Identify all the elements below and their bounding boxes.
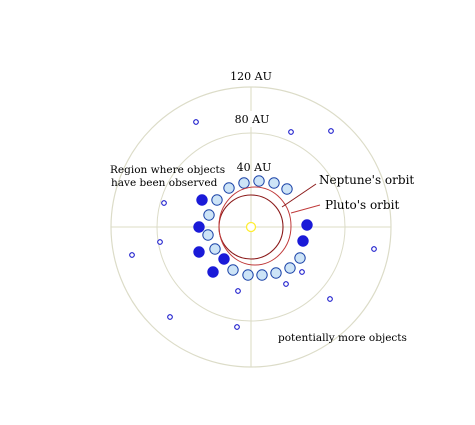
ring-80-au xyxy=(156,132,346,322)
kuiper-belt-object-icon xyxy=(211,194,223,206)
kuiper-belt-object-icon xyxy=(284,262,296,274)
kuiper-belt-objects xyxy=(193,175,313,281)
pluto-orbit-label: Pluto's orbit xyxy=(325,198,399,212)
distant-object-icon xyxy=(371,246,377,252)
region-label-line2: have been observed xyxy=(111,177,218,189)
kuiper-belt-object-icon xyxy=(299,269,305,275)
pluto-orbit xyxy=(218,186,292,266)
kuiper-belt-object-icon xyxy=(242,269,254,281)
distant-object-icon xyxy=(161,200,167,206)
distant-object-icon xyxy=(157,239,163,245)
kuiper-belt-object-icon xyxy=(203,209,215,221)
neptune-orbit-label: Neptune's orbit xyxy=(319,173,414,187)
neptune-leader-line xyxy=(281,183,317,208)
ring-label-80: 80 AU xyxy=(235,113,270,126)
kuiper-belt-object-icon xyxy=(207,266,219,278)
kuiper-belt-object-icon xyxy=(193,221,205,233)
more-objects-label: potentially more objects xyxy=(278,332,407,344)
distant-object-icon xyxy=(234,324,240,330)
ring-label-40: 40 AU xyxy=(237,161,272,174)
kuiper-belt-object-icon xyxy=(281,183,293,195)
distant-object-icon xyxy=(129,252,135,258)
distant-object-icon xyxy=(328,128,334,134)
pluto-leader-line xyxy=(290,204,321,214)
ring-label-120: 120 AU xyxy=(230,70,272,83)
distant-object-icon xyxy=(283,281,289,287)
distant-object-icon xyxy=(193,119,199,125)
kuiper-belt-object-icon xyxy=(297,235,309,247)
kuiper-belt-object-icon xyxy=(238,177,250,189)
kuiper-belt-object-icon xyxy=(301,219,313,231)
distant-objects xyxy=(129,119,377,330)
distant-object-icon xyxy=(288,129,294,135)
kuiper-belt-object-icon xyxy=(256,269,268,281)
sun-icon xyxy=(245,221,257,233)
region-label-line1: Region where objects xyxy=(110,164,225,176)
distant-object-icon xyxy=(327,296,333,302)
kuiper-belt-object-icon xyxy=(227,264,239,276)
kuiper-belt-object-icon xyxy=(253,175,265,187)
kuiper-belt-object-icon xyxy=(193,246,205,258)
kuiper-belt-object-icon xyxy=(223,182,235,194)
distant-object-icon xyxy=(167,314,173,320)
kuiper-belt-object-icon xyxy=(218,253,230,265)
kuiper-belt-object-icon xyxy=(270,267,282,279)
kuiper-belt-object-icon xyxy=(202,229,214,241)
distant-object-icon xyxy=(235,288,241,294)
kuiper-belt-object-icon xyxy=(268,177,280,189)
kuiper-belt-object-icon xyxy=(209,243,221,255)
ring-120-au xyxy=(110,86,392,368)
kuiper-belt-object-icon xyxy=(196,194,208,206)
kuiper-belt-object-icon xyxy=(294,252,306,264)
